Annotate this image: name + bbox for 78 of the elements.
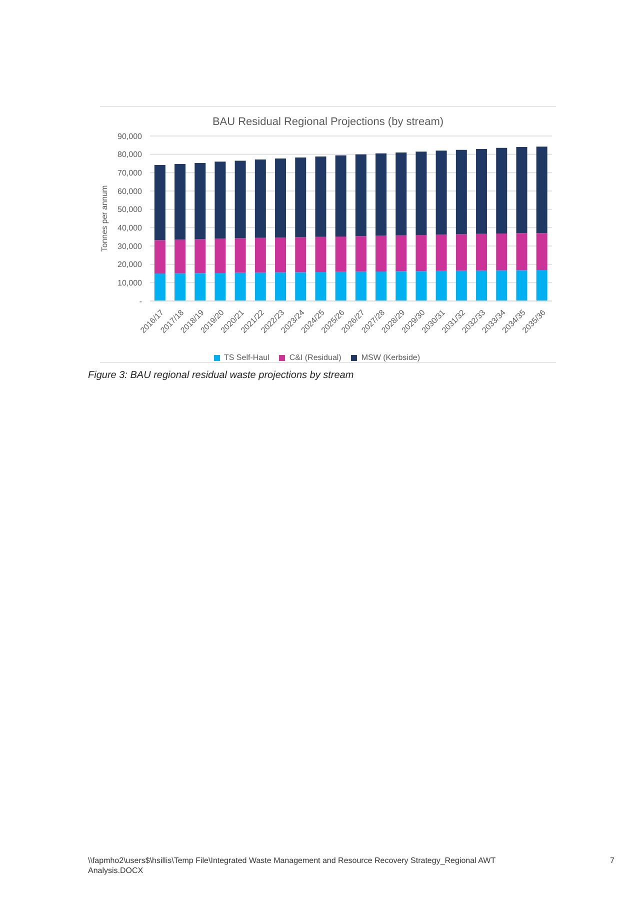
- bar: [376, 153, 387, 236]
- legend-label: MSW (Kerbside): [361, 353, 420, 362]
- bar: [154, 274, 166, 301]
- bar: [496, 234, 508, 270]
- bar: [295, 272, 306, 301]
- y-tick-label: 30,000: [118, 242, 143, 251]
- bar: [516, 233, 528, 270]
- y-tick-label: 70,000: [118, 168, 143, 178]
- bar: [275, 158, 286, 238]
- bar: [396, 152, 407, 236]
- bar: [275, 272, 286, 301]
- bar: [295, 237, 306, 272]
- bar: [416, 271, 427, 301]
- bar: [456, 150, 467, 234]
- bar: [194, 162, 206, 240]
- bar: [436, 234, 447, 271]
- bar: [154, 164, 166, 240]
- bar: [214, 272, 226, 301]
- bar: [536, 270, 548, 301]
- bar: [194, 273, 206, 301]
- bar: [476, 270, 488, 301]
- legend-label: C&I (Residual): [289, 353, 342, 362]
- bar: [355, 236, 366, 272]
- bar: [335, 236, 346, 272]
- y-tick-label: 10,000: [118, 278, 143, 288]
- bar: [496, 148, 508, 234]
- legend-label: TS Self-Haul: [224, 353, 270, 362]
- bar: [416, 152, 427, 235]
- bar: [436, 270, 447, 301]
- bar: [315, 156, 326, 237]
- y-tick-label: -: [139, 296, 142, 306]
- bar: [416, 235, 427, 272]
- bar: [376, 271, 387, 301]
- bar: [516, 147, 528, 234]
- y-tick-label: 20,000: [118, 260, 143, 270]
- bar: [376, 236, 387, 272]
- bar: [315, 272, 326, 301]
- bar: [396, 271, 407, 301]
- bar: [234, 238, 246, 273]
- y-tick-label: 50,000: [118, 205, 143, 214]
- text: 7: [610, 856, 614, 865]
- bar: [335, 272, 346, 301]
- bar: [234, 272, 246, 301]
- bar: [456, 270, 467, 301]
- bar: [154, 240, 166, 274]
- bar: [275, 238, 286, 272]
- bar: [254, 159, 266, 238]
- bar: [536, 146, 548, 234]
- y-tick-label: 90,000: [118, 132, 143, 141]
- bar: [355, 272, 366, 301]
- bar: [174, 164, 186, 240]
- chart-title: BAU Residual Regional Projections (by stream): [211, 116, 445, 128]
- text: \\fapmho2\users$\hsillis\Temp File\Integrated Waste Management and Resource Recovery Strategy_Regional AWT Analysis.DOCX: [88, 856, 496, 876]
- bar: [355, 154, 366, 236]
- bar: [214, 162, 226, 239]
- bar: [254, 238, 266, 273]
- bar: [194, 239, 206, 274]
- y-axis-title: Tonnes per annum: [100, 185, 109, 252]
- y-tick-label: 40,000: [118, 224, 143, 233]
- bar: [476, 234, 488, 271]
- bar: [476, 149, 488, 234]
- bar: [254, 272, 266, 301]
- bar: [234, 160, 246, 238]
- bar: [396, 235, 407, 272]
- bar: [516, 270, 528, 301]
- bar: [174, 273, 186, 301]
- bar: [214, 238, 226, 273]
- bar: [496, 270, 508, 301]
- y-tick-label: 60,000: [118, 186, 143, 196]
- bar: [536, 233, 548, 270]
- bar: [436, 150, 447, 235]
- bar: [295, 157, 306, 238]
- bar: [315, 236, 326, 272]
- y-tick-label: 80,000: [118, 150, 143, 160]
- bar: [335, 155, 346, 236]
- caption: Figure 3: BAU regional residual waste projections by stream: [88, 370, 354, 381]
- bar: [174, 240, 186, 274]
- bar: [456, 234, 467, 271]
